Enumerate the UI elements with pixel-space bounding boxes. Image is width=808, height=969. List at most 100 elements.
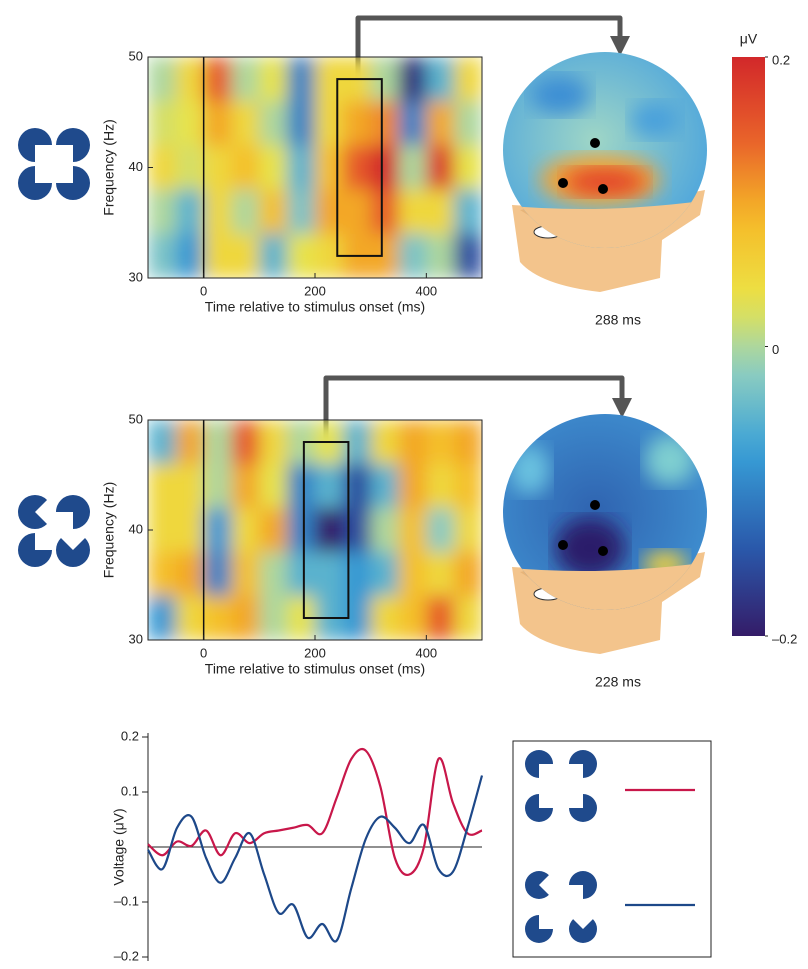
y-tick-label: 0.1 xyxy=(121,783,139,798)
heat-cell xyxy=(259,552,287,597)
heat-cell xyxy=(399,190,427,235)
heat-cell xyxy=(343,464,371,509)
heat-cell xyxy=(399,234,427,279)
heat-cell xyxy=(287,145,315,190)
heat-cell xyxy=(454,596,482,641)
heat-cell xyxy=(148,101,176,146)
y-axis-label: Voltage (μV) xyxy=(111,808,127,885)
x-axis-label: Time relative to stimulus onset (ms) xyxy=(205,661,425,677)
heat-cell xyxy=(454,420,482,465)
heat-cell xyxy=(232,508,260,553)
heat-cell xyxy=(204,552,232,597)
heat-cell xyxy=(259,101,287,146)
heat-cell xyxy=(176,552,204,597)
heat-cell xyxy=(259,145,287,190)
x-tick-label: 400 xyxy=(415,645,437,660)
heat-cell xyxy=(176,596,204,641)
heatmap xyxy=(148,420,483,641)
heat-cell xyxy=(176,145,204,190)
heat-cell xyxy=(315,101,343,146)
heat-cell xyxy=(287,552,315,597)
heat-cell xyxy=(204,234,232,279)
heat-cell xyxy=(176,508,204,553)
y-axis-label: Frequency (Hz) xyxy=(101,119,117,215)
heat-cell xyxy=(176,57,204,102)
heat-cell xyxy=(287,464,315,509)
y-axis-label: Frequency (Hz) xyxy=(101,482,117,578)
head-topography xyxy=(500,52,710,292)
heat-cell xyxy=(426,101,454,146)
x-tick-label: 200 xyxy=(304,283,326,298)
heat-cell xyxy=(399,508,427,553)
inducer-icon xyxy=(569,871,597,899)
y-tick-label: 40 xyxy=(129,159,143,174)
inducer-icon xyxy=(18,495,47,529)
heat-cell xyxy=(204,420,232,465)
heat-cell xyxy=(371,190,399,235)
heat-cell xyxy=(176,464,204,509)
inducer-icon xyxy=(18,533,52,567)
heat-cell xyxy=(454,190,482,235)
heat-cell xyxy=(287,190,315,235)
heat-cell xyxy=(287,234,315,279)
heat-cell xyxy=(315,145,343,190)
y-tick-label: –0.1 xyxy=(114,893,139,908)
heat-cell xyxy=(176,420,204,465)
colorbar-tick-label: –0.2 xyxy=(772,631,797,646)
colorbar xyxy=(732,57,765,636)
heat-cell xyxy=(454,234,482,279)
page: 3040500200400Time relative to stimulus o… xyxy=(0,0,808,969)
heat-cell xyxy=(371,596,399,641)
heat-cell xyxy=(232,596,260,641)
heat-cell xyxy=(148,57,176,102)
heat-cell xyxy=(399,57,427,102)
heat-cell xyxy=(232,420,260,465)
heat-cell xyxy=(343,101,371,146)
inducer-icon xyxy=(569,794,597,822)
legend-box xyxy=(513,741,711,957)
heat-cell xyxy=(399,596,427,641)
colorbar-tick-label: 0 xyxy=(772,342,779,357)
heat-cell xyxy=(148,190,176,235)
x-tick-label: 0 xyxy=(200,645,207,660)
heat-cell xyxy=(399,552,427,597)
heat-cell xyxy=(371,145,399,190)
inducer-icon xyxy=(525,750,553,778)
heat-cell xyxy=(232,57,260,102)
heat-cell xyxy=(454,464,482,509)
heat-cell xyxy=(287,101,315,146)
heat-cell xyxy=(148,420,176,465)
y-tick-label: 30 xyxy=(129,269,143,284)
inducer-icon xyxy=(56,538,90,567)
heat-cell xyxy=(259,57,287,102)
inducer-icon xyxy=(525,794,553,822)
inducer-icon xyxy=(569,919,597,943)
heatmap-cells xyxy=(148,420,483,641)
heat-cell xyxy=(287,508,315,553)
heat-cell xyxy=(232,145,260,190)
inducer-icon xyxy=(56,495,90,529)
heat-cell xyxy=(454,145,482,190)
heat-cell xyxy=(204,596,232,641)
heat-cell xyxy=(399,145,427,190)
heat-cell xyxy=(426,234,454,279)
heat-cell xyxy=(148,552,176,597)
heat-cell xyxy=(399,420,427,465)
heat-cell xyxy=(259,596,287,641)
heat-cell xyxy=(426,145,454,190)
y-tick-label: 0.2 xyxy=(121,728,139,743)
heat-cell xyxy=(176,234,204,279)
heat-cell xyxy=(315,508,343,553)
heat-cell xyxy=(204,508,232,553)
heat-cell xyxy=(259,420,287,465)
y-tick-label: 40 xyxy=(129,521,143,536)
heat-cell xyxy=(232,234,260,279)
heatmap xyxy=(148,57,483,279)
heat-cell xyxy=(343,508,371,553)
heat-cell xyxy=(315,464,343,509)
x-tick-label: 0 xyxy=(200,283,207,298)
x-axis-label: Time relative to stimulus onset (ms) xyxy=(205,299,425,315)
heat-cell xyxy=(204,145,232,190)
heat-cell xyxy=(399,464,427,509)
heatmap-cells xyxy=(148,57,483,279)
